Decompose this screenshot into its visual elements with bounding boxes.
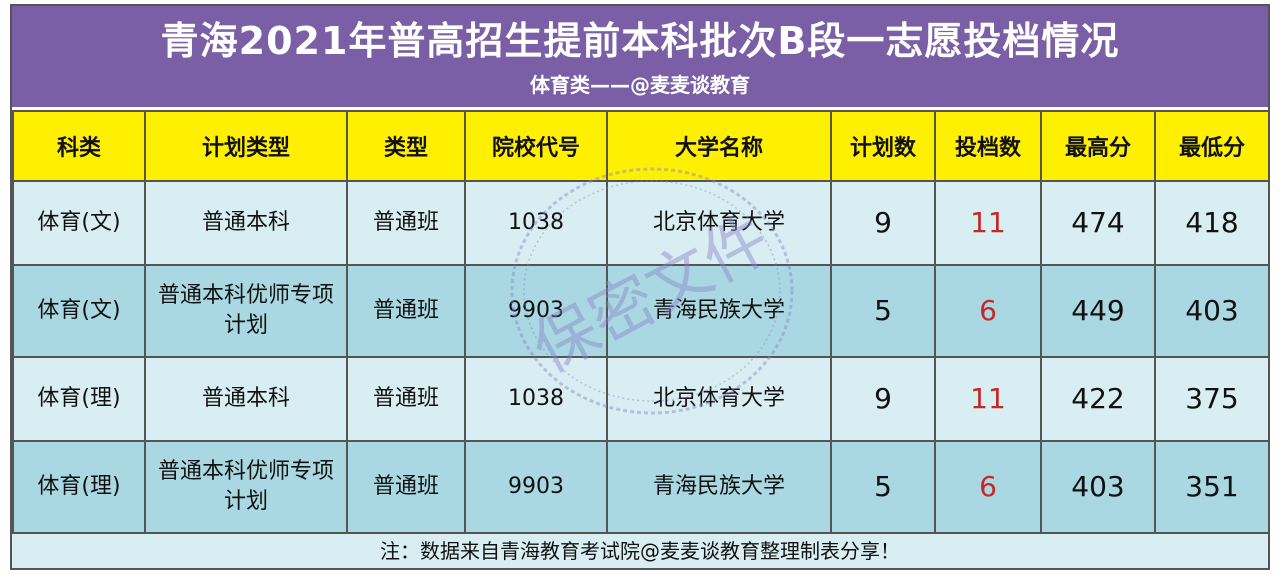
- plan-type-cell: 普通本科: [144, 180, 348, 266]
- table-row: 体育(文) 普通本科 普通班 1038 北京体育大学 9 11 474 418: [12, 180, 1270, 266]
- column-header: 最低分: [1154, 110, 1270, 182]
- class-type-cell: 普通班: [346, 264, 466, 358]
- table-row: 体育(理) 普通本科 普通班 1038 北京体育大学 9 11 422 375: [12, 356, 1270, 442]
- university-cell: 北京体育大学: [606, 180, 832, 266]
- code-cell: 9903: [464, 440, 608, 534]
- column-header: 计划数: [830, 110, 936, 182]
- min-score-cell: 375: [1154, 356, 1270, 442]
- code-cell: 1038: [464, 180, 608, 266]
- university-cell: 北京体育大学: [606, 356, 832, 442]
- title-band: 青海2021年普高招生提前本科批次B段一志愿投档情况 体育类——@麦麦谈教育: [12, 6, 1268, 107]
- admitted-count-cell: 6: [934, 440, 1042, 534]
- plan-count-cell: 9: [830, 356, 936, 442]
- plan-type-text: 普通本科优师专项计划: [157, 283, 334, 338]
- plan-type-text: 普通本科优师专项计划: [157, 459, 334, 514]
- table-row: 体育(文) 普通本科优师专项计划 普通班 9903 青海民族大学 5 6 449…: [12, 264, 1270, 358]
- min-score-cell: 403: [1154, 264, 1270, 358]
- subject-cell: 体育(文): [12, 264, 146, 358]
- column-header: 院校代号: [464, 110, 608, 182]
- subject-cell: 体育(理): [12, 356, 146, 442]
- subject-cell: 体育(理): [12, 440, 146, 534]
- admitted-count-cell: 11: [934, 356, 1042, 442]
- document-frame: 青海2021年普高招生提前本科批次B段一志愿投档情况 体育类——@麦麦谈教育 科…: [10, 4, 1270, 570]
- admitted-count-cell: 11: [934, 180, 1042, 266]
- page-title: 青海2021年普高招生提前本科批次B段一志愿投档情况: [160, 19, 1120, 63]
- column-header: 最高分: [1040, 110, 1156, 182]
- subject-cell: 体育(文): [12, 180, 146, 266]
- table-row: 体育(理) 普通本科优师专项计划 普通班 9903 青海民族大学 5 6 403…: [12, 440, 1270, 534]
- max-score-cell: 449: [1040, 264, 1156, 358]
- university-cell: 青海民族大学: [606, 264, 832, 358]
- min-score-cell: 418: [1154, 180, 1270, 266]
- plan-type-cell: 普通本科优师专项计划: [144, 264, 348, 358]
- column-header: 计划类型: [144, 110, 348, 182]
- page-subtitle: 体育类——@麦麦谈教育: [530, 73, 750, 97]
- class-type-cell: 普通班: [346, 180, 466, 266]
- min-score-cell: 351: [1154, 440, 1270, 534]
- university-cell: 青海民族大学: [606, 440, 832, 534]
- admitted-count-cell: 6: [934, 264, 1042, 358]
- class-type-cell: 普通班: [346, 440, 466, 534]
- plan-count-cell: 9: [830, 180, 936, 266]
- plan-type-cell: 普通本科: [144, 356, 348, 442]
- column-header: 大学名称: [606, 110, 832, 182]
- class-type-cell: 普通班: [346, 356, 466, 442]
- code-cell: 9903: [464, 264, 608, 358]
- plan-type-cell: 普通本科优师专项计划: [144, 440, 348, 534]
- column-header: 投档数: [934, 110, 1042, 182]
- max-score-cell: 422: [1040, 356, 1156, 442]
- admission-table: 科类 计划类型 类型 院校代号 大学名称 计划数 投档数 最高分 最低分 体育(…: [12, 110, 1270, 534]
- max-score-cell: 474: [1040, 180, 1156, 266]
- plan-count-cell: 5: [830, 440, 936, 534]
- column-header: 科类: [12, 110, 146, 182]
- table-header-row: 科类 计划类型 类型 院校代号 大学名称 计划数 投档数 最高分 最低分: [12, 110, 1270, 182]
- plan-count-cell: 5: [830, 264, 936, 358]
- code-cell: 1038: [464, 356, 608, 442]
- max-score-cell: 403: [1040, 440, 1156, 534]
- column-header: 类型: [346, 110, 466, 182]
- source-note: 注：数据来自青海教育考试院@麦麦谈教育整理制表分享！: [12, 532, 1268, 568]
